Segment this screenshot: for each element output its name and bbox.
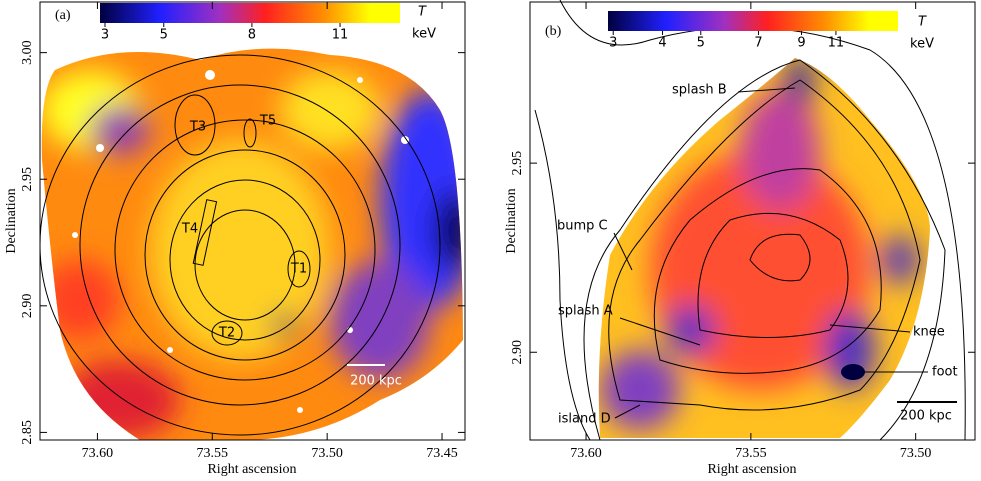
annotation: island D [558,412,611,427]
x-tick-label: 73.60 [570,446,602,461]
panel-label: (b) [545,24,562,39]
annotation: foot [932,365,958,380]
x-axis-label: Right ascension [707,462,796,477]
x-tick-label: 73.60 [82,446,114,461]
x-tick-label: 73.45 [426,446,458,461]
panel-label: (a) [55,8,71,23]
region-label: T5 [259,114,276,129]
y-tick-label: 3.00 [20,40,35,64]
colorbar-tick-label: 11 [828,36,845,51]
y-tick-label: 2.95 [510,151,525,176]
x-tick-label: 73.50 [900,446,932,461]
colorbar-tick-label: 4 [658,36,666,51]
map-a [41,48,463,440]
annotation: bump C [557,219,608,234]
colorbar-tick-label: 5 [697,36,705,51]
x-tick-label: 73.55 [197,446,229,461]
frame-b [529,1,976,441]
colorbar-tick-label: 3 [101,28,109,43]
colorbar-symbol: T [918,15,927,30]
colorbar-tick-label: 8 [248,28,256,43]
colorbar-symbol: T [418,5,427,20]
colorbar-tick-label: 7 [754,36,762,51]
annotation: splash B [672,83,727,98]
region-label: T2 [218,326,235,341]
frame-a [39,1,466,441]
y-axis-label: Declination [504,188,519,253]
y-tick-label: 2.90 [510,340,525,365]
colorbar-tick-label: 5 [160,28,168,43]
scalebar-label: 200 kpc [900,409,952,424]
y-tick-label: 2.95 [20,167,35,192]
map-b [598,58,930,438]
x-tick-label: 73.55 [735,446,767,461]
region-label: T1 [290,262,307,277]
annotation: splash A [558,304,613,319]
y-tick-label: 2.85 [20,420,35,445]
x-tick-label: 73.50 [311,446,343,461]
region-label: T3 [189,120,206,135]
x-axis-label: Right ascension [207,462,296,477]
y-tick-label: 2.90 [20,294,35,319]
colorbar-b [608,11,898,31]
colorbar-unit: keV [412,27,436,42]
scalebar-label: 200 kpc [350,374,402,389]
colorbar-tick-label: 3 [609,36,617,51]
colorbar-unit: keV [910,37,934,52]
contours-b [534,0,966,441]
colorbar-tick-label: 9 [797,36,805,51]
region-label: T4 [181,222,198,237]
y-axis-label: Declination [4,188,19,253]
colorbar-a [100,3,400,23]
leaders [613,87,928,419]
annotation: knee [913,325,945,340]
colorbar-tick-label: 11 [332,28,349,43]
